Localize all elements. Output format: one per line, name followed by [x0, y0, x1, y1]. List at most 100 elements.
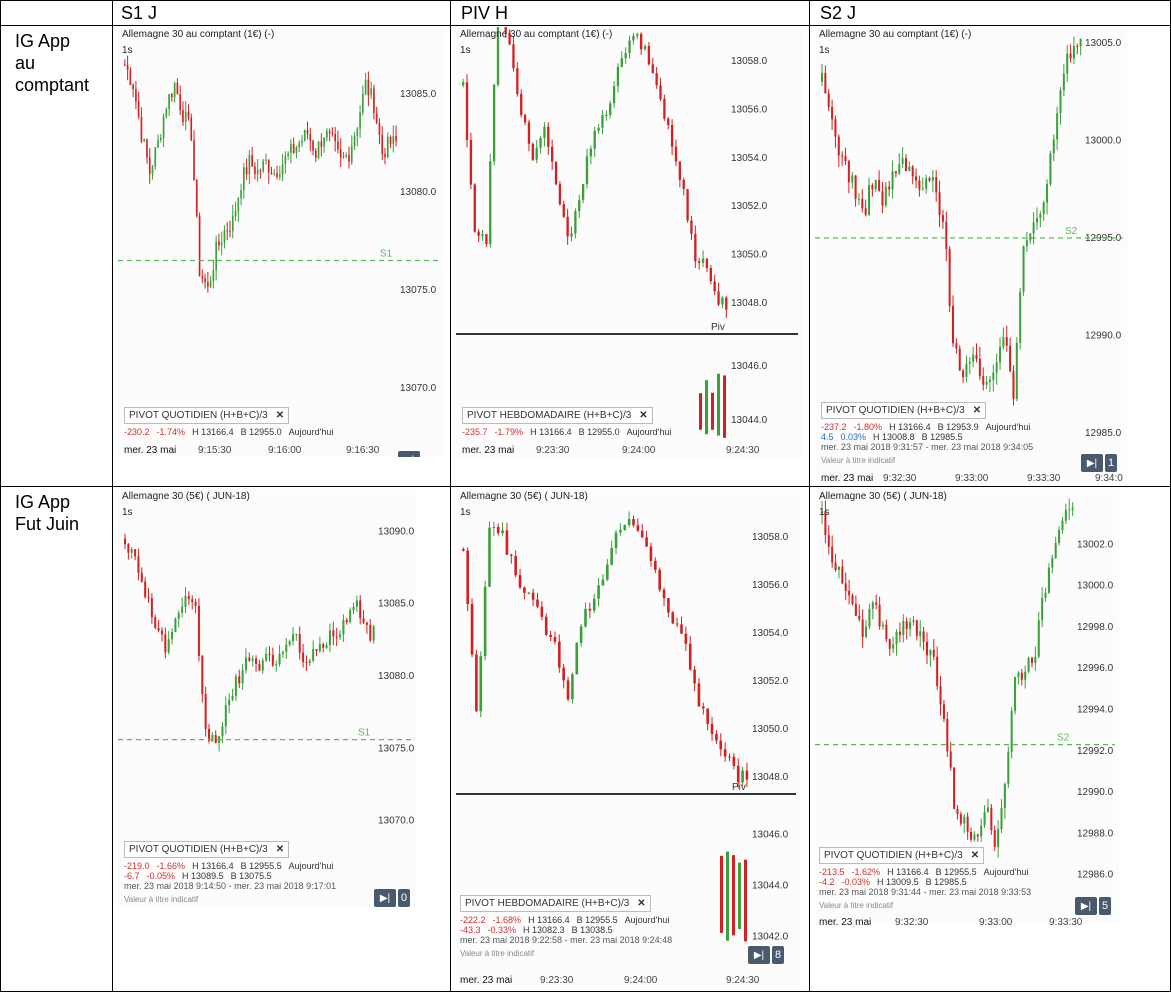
candle-body: [512, 44, 515, 69]
button-suffix-label[interactable]: 1: [1105, 454, 1117, 472]
pivot-indicator-box[interactable]: PIVOT QUOTIDIEN (H+B+C)/3 ✕: [124, 407, 290, 424]
chart-panel-r1c3[interactable]: 13005.0 13000.0 12995.0 12990.0 12985.0 S2 All…: [815, 27, 1127, 485]
candle-body: [1047, 567, 1050, 593]
candle-body: [1064, 509, 1067, 521]
candle-body: [901, 158, 904, 165]
skip-forward-button[interactable]: ▶|: [398, 451, 420, 457]
candle-body: [636, 34, 639, 36]
row-label-2: IG App Fut Juin: [15, 491, 79, 535]
candle-body: [922, 631, 925, 642]
y-tick-label: 12994.0: [1077, 704, 1114, 715]
candle-body: [697, 683, 701, 707]
close-icon[interactable]: ✕: [637, 898, 646, 909]
pivot-values-line-2: 4.5 0.03% H 13008.8 B 12985.5: [821, 432, 970, 442]
candle-body: [245, 167, 248, 175]
pivot-indicator-box[interactable]: PIVOT QUOTIDIEN (H+B+C)/3 ✕: [124, 841, 290, 858]
interval-label[interactable]: 1s: [460, 507, 471, 518]
candle-body: [395, 135, 397, 142]
skip-forward-button[interactable]: ▶|: [1081, 454, 1103, 472]
interval-label[interactable]: 1s: [122, 507, 133, 518]
price-chart[interactable]: 13058.0 13056.0 13054.0 13052.0 13050.0 13048…: [456, 27, 802, 459]
close-icon[interactable]: ✕: [972, 405, 982, 416]
price-chart[interactable]: 13085.0 13080.0 13075.0 13070.0 S1: [118, 27, 444, 457]
skip-forward-button[interactable]: ▶|: [748, 946, 770, 964]
candle-body: [868, 608, 871, 627]
candle-body: [597, 127, 600, 131]
candle-body: [1037, 620, 1040, 657]
price-chart[interactable]: 13002.0 13000.0 12998.0 12996.0 12994.0 12992…: [815, 489, 1119, 925]
close-icon[interactable]: ✕: [970, 850, 980, 861]
candle-body: [985, 381, 988, 385]
chart-panel-r2c2[interactable]: 13058.0 13056.0 13054.0 13052.0 13050.0 13048…: [456, 489, 800, 989]
candle-body: [999, 347, 1002, 363]
candle-body: [946, 719, 949, 752]
pivot-indicator-label: PIVOT HEBDOMADAIRE (H+B+C)/3: [465, 898, 630, 909]
x-tick-label: 9:33:00: [979, 917, 1013, 925]
candle-body: [124, 538, 127, 545]
candle-body: [851, 595, 854, 604]
close-icon[interactable]: ✕: [275, 844, 285, 855]
candle-body: [328, 630, 331, 646]
button-suffix-label[interactable]: 5: [1099, 897, 1111, 915]
candle-body: [356, 128, 359, 136]
pivot-indicator-box[interactable]: PIVOT QUOTIDIEN (H+B+C)/3 ✕: [819, 847, 985, 864]
chart-panel-r2c3[interactable]: 13002.0 13000.0 12998.0 12996.0 12994.0 12992…: [815, 489, 1119, 925]
candle-body: [345, 154, 348, 157]
candle-body: [549, 634, 552, 638]
candle-body: [678, 161, 682, 181]
candle-body: [726, 851, 729, 941]
interval-label[interactable]: 1s: [460, 45, 471, 56]
candle-body: [201, 655, 204, 694]
candle-body: [154, 147, 157, 167]
candle-body: [462, 82, 465, 86]
instrument-title: Allemagne 30 (5€) ( JUN-18): [819, 491, 947, 502]
x-tick-label: 9:24:30: [726, 445, 760, 456]
pivot-indicator-box[interactable]: PIVOT HEBDOMADAIRE (H+B+C)/3 ✕: [460, 895, 651, 912]
candle-body: [470, 603, 474, 655]
price-chart[interactable]: 13090.0 13085.0 13080.0 13075.0 13070.0 S1: [118, 489, 416, 909]
candle-body: [841, 566, 844, 584]
interval-label[interactable]: 1s: [122, 45, 133, 56]
y-tick-label: 13000.0: [1085, 135, 1122, 146]
column-header-s1: S1 J: [121, 3, 158, 23]
candle-body: [1020, 672, 1023, 680]
skip-forward-button[interactable]: ▶|: [1075, 897, 1097, 915]
candle-body: [226, 230, 229, 232]
candle-body: [181, 606, 184, 613]
button-suffix-label[interactable]: 8: [772, 946, 784, 964]
interval-label[interactable]: 1s: [819, 507, 830, 518]
candle-body: [744, 859, 747, 942]
candle-body: [531, 592, 535, 600]
skip-forward-button[interactable]: ▶|: [374, 889, 396, 907]
candle-body: [925, 641, 929, 656]
pivot-value: B 12955.5: [935, 867, 977, 877]
candle-body: [945, 221, 948, 250]
y-tick-label: 13058.0: [731, 56, 768, 67]
interval-label[interactable]: 1s: [819, 45, 830, 56]
pivot-indicator-box[interactable]: PIVOT HEBDOMADAIRE (H+B+C)/3 ✕: [462, 407, 653, 424]
column-header-piv: PIV H: [461, 3, 509, 23]
y-tick-label: 12990.0: [1077, 787, 1114, 798]
candle-body: [606, 564, 609, 580]
candle-body: [386, 136, 389, 158]
chart-panel-r1c1[interactable]: 13085.0 13080.0 13075.0 13070.0 S1 Allemagne …: [118, 27, 444, 457]
candle-body: [706, 708, 709, 724]
chart-panel-r2c1[interactable]: 13090.0 13085.0 13080.0 13075.0 13070.0 S1 All…: [118, 489, 416, 909]
candle-body: [295, 634, 298, 636]
pivot-values-line-1: -222.2 -1.68% H 13166.4 B 12955.5 Aujourd'hu…: [460, 915, 676, 925]
pivot-indicator-box[interactable]: PIVOT QUOTIDIEN (H+B+C)/3 ✕: [821, 402, 987, 419]
pivot-indicator-label: PIVOT QUOTIDIEN (H+B+C)/3: [129, 844, 268, 855]
close-icon[interactable]: ✕: [639, 410, 648, 421]
close-icon[interactable]: ✕: [275, 410, 285, 421]
pivot-value: H 13166.4: [528, 915, 570, 925]
candle-body: [891, 171, 894, 190]
candle-body: [501, 530, 504, 534]
candle-body: [834, 119, 837, 137]
pivot-indicator-label: PIVOT QUOTIDIEN (H+B+C)/3: [129, 410, 268, 421]
button-suffix-label[interactable]: 0: [398, 889, 410, 907]
chart-panel-r1c2[interactable]: 13058.0 13056.0 13054.0 13052.0 13050.0 13048…: [456, 27, 802, 459]
candle-body: [1012, 371, 1015, 399]
price-chart[interactable]: 13058.0 13056.0 13054.0 13052.0 13050.0 13048…: [456, 489, 800, 989]
candle-body: [888, 186, 891, 190]
